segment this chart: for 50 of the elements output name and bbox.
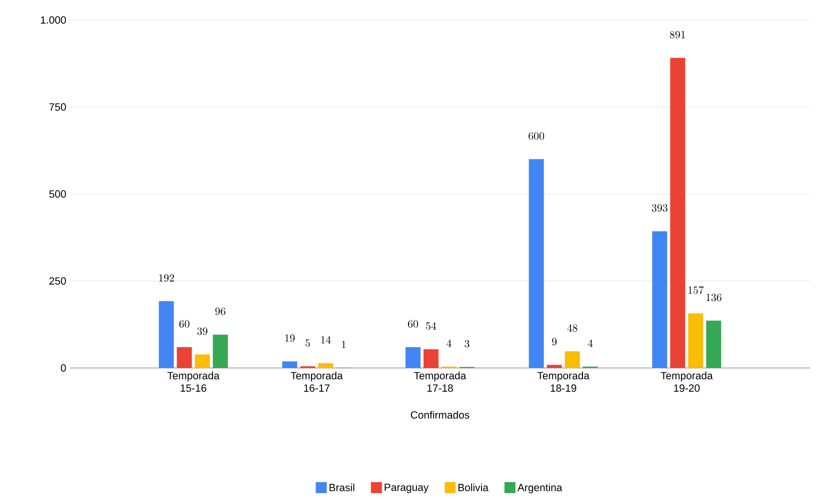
data-label: 600: [528, 132, 544, 140]
data-label: 54: [426, 322, 436, 330]
x-tick-label: Temporada 16-17: [290, 372, 343, 392]
x-tick-label: Temporada 15-16: [167, 372, 220, 392]
data-label: 39: [197, 327, 208, 335]
bar: [652, 231, 668, 368]
data-label: 14: [321, 336, 331, 344]
data-label: 3: [464, 340, 470, 348]
x-tick-label: Temporada 19-20: [660, 372, 713, 392]
x-tick-label: Temporada 18-19: [537, 372, 590, 392]
bar: [282, 361, 298, 368]
legend-label: Brasil: [330, 484, 354, 492]
data-label: 891: [670, 30, 685, 38]
data-label: 393: [652, 204, 668, 212]
x-axis-title: Confirmados: [410, 410, 470, 419]
y-tick-label: 0: [60, 364, 66, 372]
data-label: 5: [305, 339, 310, 347]
data-label: 60: [179, 320, 190, 328]
legend-label: Paraguay: [384, 484, 429, 494]
data-label: 60: [408, 320, 418, 328]
y-tick-label: 1.000: [40, 16, 66, 24]
y-tick-label: 500: [49, 190, 66, 198]
data-label: 1: [342, 340, 346, 348]
bar: [546, 364, 562, 368]
y-tick-label: 250: [49, 277, 66, 285]
bar: [194, 354, 210, 368]
legend-label: Bolivia: [458, 484, 488, 492]
data-label: 4: [588, 340, 593, 347]
bar: [176, 347, 192, 368]
y-tick-label: 750: [49, 103, 66, 111]
data-label: 9: [552, 338, 557, 346]
bar: [706, 320, 722, 368]
data-label: 192: [159, 274, 174, 282]
bar: [158, 301, 174, 368]
data-label: 48: [567, 324, 578, 332]
bar: [424, 349, 439, 368]
data-label: 157: [688, 286, 704, 294]
bar: [212, 334, 228, 368]
data-label: 96: [215, 308, 226, 316]
bar: [688, 313, 704, 368]
bar: [318, 363, 334, 368]
bar: [564, 351, 580, 368]
bar: [406, 347, 421, 368]
data-label: 4: [446, 340, 452, 347]
bar: [528, 159, 544, 368]
legend-label: Argentina: [517, 484, 562, 494]
x-tick-label: Temporada 17-18: [414, 372, 466, 392]
data-label: 136: [706, 294, 722, 302]
bar: [670, 58, 686, 368]
data-label: 19: [285, 334, 295, 342]
